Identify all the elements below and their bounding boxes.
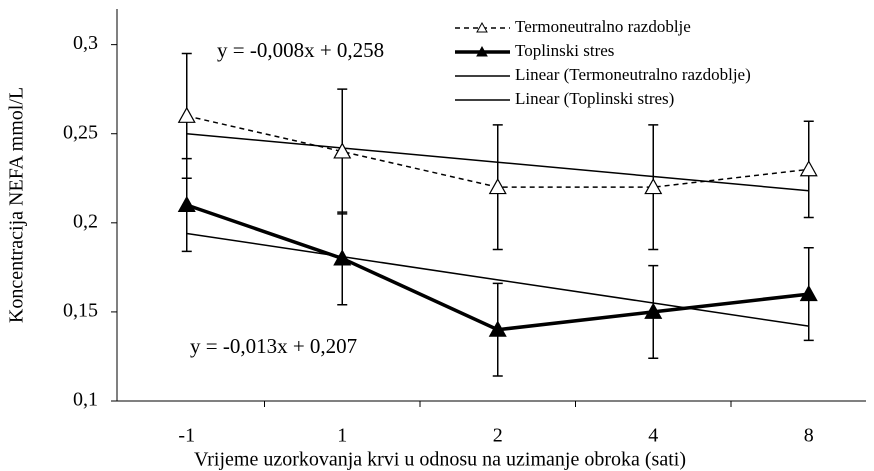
y-axis-title: Koncentracija NEFA mmol/L xyxy=(6,87,28,323)
legend-label: Linear (Toplinski stres) xyxy=(515,89,674,108)
y-tick-label: 0,1 xyxy=(73,389,98,411)
legend-label: Toplinski stres xyxy=(515,41,614,60)
y-tick-label: 0,2 xyxy=(73,210,98,232)
marker xyxy=(644,177,663,195)
trend-equation: y = -0,013x + 0,207 xyxy=(190,334,357,358)
legend-marker xyxy=(476,21,488,33)
y-tick-label: 0,15 xyxy=(63,300,98,322)
y-tick-label: 0,25 xyxy=(63,121,98,143)
legend-label: Linear (Termoneutralno razdoblje) xyxy=(515,65,751,84)
marker xyxy=(177,195,196,212)
marker xyxy=(488,177,507,195)
marker xyxy=(177,106,196,123)
marker xyxy=(488,320,507,337)
marker xyxy=(333,142,352,159)
x-axis-title: Vrijeme uzorkovanja krvi u odnosu na uzi… xyxy=(194,449,686,471)
legend-label: Termoneutralno razdoblje xyxy=(515,17,691,36)
x-tick-label: 4 xyxy=(648,425,658,447)
marker xyxy=(799,160,818,177)
marker xyxy=(799,284,818,302)
marker xyxy=(333,249,352,266)
marker xyxy=(644,302,663,319)
legend-marker xyxy=(476,45,488,57)
trend-equation: y = -0,008x + 0,258 xyxy=(217,38,384,62)
x-tick-label: 8 xyxy=(804,425,814,447)
y-tick-label: 0,3 xyxy=(73,32,98,54)
x-tick-label: 2 xyxy=(493,425,503,447)
series-line xyxy=(186,232,809,327)
x-tick-label: 1 xyxy=(337,425,347,447)
series-line xyxy=(186,132,809,192)
x-tick-label: -1 xyxy=(178,425,195,447)
